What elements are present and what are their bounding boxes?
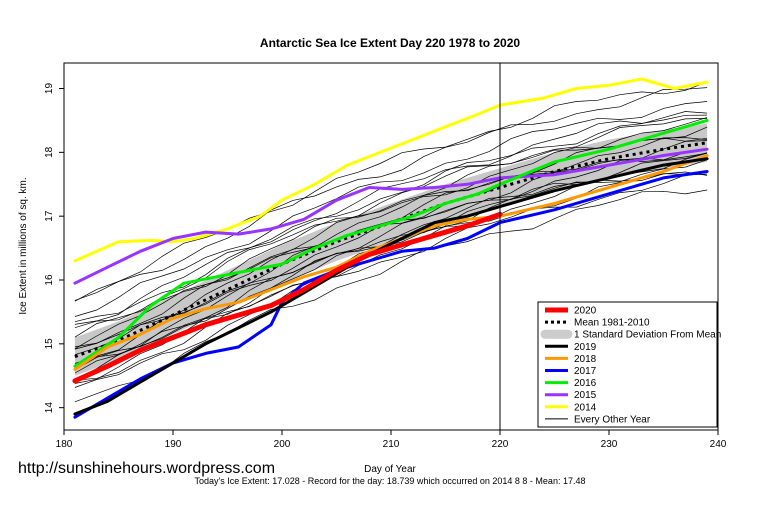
x-tick-label: 190 [165, 439, 182, 450]
y-axis: 14 15 16 17 18 19 [44, 83, 64, 414]
x-tick-label: 230 [601, 439, 618, 450]
legend-label: 2018 [574, 354, 597, 365]
series-line-2015 [73, 147, 709, 285]
watermark-url: http://sunshinehours.wordpress.com [18, 460, 275, 477]
other-year-line [74, 171, 708, 381]
series-line-2014 [73, 77, 709, 263]
legend-label: 1 Standard Deviation From Mean [574, 330, 721, 341]
legend-label: 2015 [574, 390, 597, 401]
legend-label: Mean 1981-2010 [574, 318, 650, 329]
other-year-line [74, 189, 708, 403]
x-tick-label: 180 [56, 439, 73, 450]
highlighted-years-layer [72, 77, 709, 419]
y-tick-label: 19 [44, 83, 55, 95]
legend-label: 2016 [574, 378, 597, 389]
other-year-line [74, 152, 708, 366]
x-tick-label: 220 [492, 439, 509, 450]
other-year-line [74, 101, 708, 317]
x-tick-label: 210 [383, 439, 400, 450]
other-year-line [74, 87, 708, 301]
y-tick-label: 15 [44, 338, 55, 350]
x-tick-label: 200 [274, 439, 291, 450]
series-line-2016 [73, 118, 709, 368]
y-tick-label: 18 [44, 146, 55, 158]
x-tick-label: 240 [710, 439, 727, 450]
other-year-line [74, 118, 708, 329]
std-dev-band-layer [74, 123, 708, 376]
chart-title: Antarctic Sea Ice Extent Day 220 1978 to… [260, 36, 520, 50]
std-dev-band [74, 123, 708, 376]
legend-label: 2017 [574, 366, 597, 377]
series-line-2018 [73, 154, 709, 371]
legend-label: 2019 [574, 342, 597, 353]
legend-label: 2020 [574, 306, 597, 317]
other-year-line [74, 111, 708, 323]
footer-summary: Today's Ice Extent: 17.028 - Record for … [195, 476, 586, 486]
y-tick-label: 16 [44, 274, 55, 286]
legend-label: 2014 [574, 402, 597, 413]
series-line-2020 [72, 211, 503, 384]
other-year-line [74, 173, 708, 388]
legend-box [537, 301, 718, 428]
x-axis: 180 190 200 210 220 230 240 [56, 430, 727, 450]
other-year-line [74, 114, 708, 325]
other-year-line [74, 117, 708, 338]
other-year-line [74, 81, 708, 302]
y-axis-label: Ice Extent in millions of sq. km. [18, 177, 29, 314]
legend-label: Every Other Year [574, 414, 651, 425]
x-axis-label: Day of Year [364, 464, 416, 475]
y-tick-label: 17 [44, 210, 55, 222]
y-tick-label: 14 [44, 402, 55, 414]
